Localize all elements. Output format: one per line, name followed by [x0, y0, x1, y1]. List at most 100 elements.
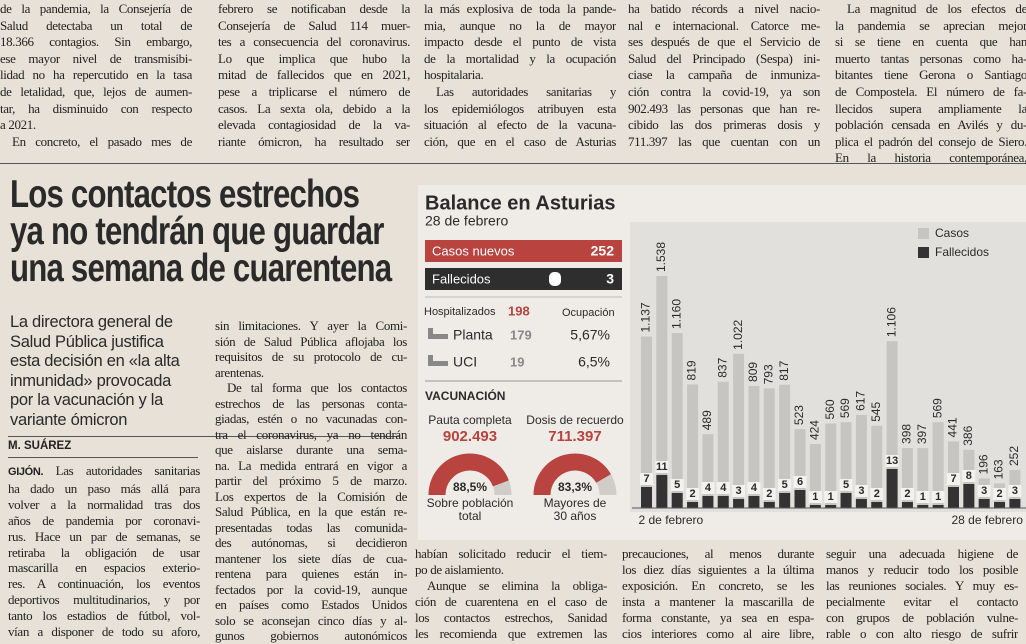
gauge-fill — [533, 453, 611, 496]
text-column: habían solicitado reducir el tiem-po de … — [415, 546, 607, 642]
bar-label: 6 — [797, 476, 803, 488]
gauge-caption: 30 años — [554, 509, 597, 523]
cases-label: Casos nuevos — [432, 243, 515, 258]
text-line: nal e internacional. Catorce me- — [628, 17, 820, 33]
text-line: pese a triplicarse el número de — [218, 83, 410, 99]
text-line: retiraba la obligación de usar — [8, 544, 200, 560]
bar-label: 2 — [874, 488, 880, 500]
bar-label: 819 — [685, 360, 699, 380]
dateline: GIJÓN. — [8, 466, 44, 478]
bar-label: 2 — [689, 488, 695, 500]
text-line: 902.493 las personas que han re- — [628, 100, 820, 116]
bar-label: 1.160 — [669, 299, 683, 329]
vaccination-title: VACUNACIÓN — [425, 388, 505, 403]
bar-label: 489 — [700, 410, 714, 430]
bar-label: 163 — [992, 459, 1006, 479]
bar-label: 569 — [838, 398, 852, 418]
text-column: GIJÓN. Las autoridades sanitarias ha dado… — [8, 463, 200, 640]
bar-label: 8 — [966, 470, 972, 482]
text-line: requisitos de su protocolo de cu- — [215, 349, 407, 364]
vaccine-value: 711.397 — [548, 428, 601, 445]
text-line: ción, que en el caso de Asturias — [424, 133, 616, 149]
byline-rule — [8, 457, 198, 458]
text-line: Lo que implica que hubo la — [218, 50, 410, 66]
headline: Los contactos estrechos ya no tendrán que… — [10, 175, 392, 288]
bar-label: 7 — [950, 473, 956, 485]
bar — [901, 447, 913, 508]
vaccine-label: Dosis de recuerdo — [526, 413, 624, 427]
text-line: los epidemiólogos atribuyen esta — [424, 100, 616, 116]
text-line: rus. Hace un par de semanas, se — [8, 528, 200, 544]
bar — [763, 502, 775, 508]
text-line: De tal forma que los contactos — [227, 380, 407, 395]
bar — [886, 469, 898, 508]
bar-label: 4 — [751, 482, 758, 494]
deaths-icon — [549, 272, 561, 286]
text-column: la más explosiva de toda la pande-mia, a… — [424, 1, 616, 150]
bar — [901, 502, 913, 508]
label-background — [900, 488, 914, 500]
label-background — [962, 470, 976, 482]
text-line: 711.397 las que cuentan con un — [628, 133, 820, 149]
ward-label: Planta — [453, 327, 493, 343]
text-line: manos y reducir todo los posible — [826, 562, 1018, 577]
label-background — [916, 491, 930, 503]
text-line: po de aislamiento. — [415, 562, 504, 577]
bar-label: 1.137 — [639, 302, 653, 332]
text-line: lidad no ha repercutido en la tasa — [0, 67, 192, 83]
text-line: de Compostela. El número de fa- — [835, 83, 1026, 99]
gauge-caption: Mayores de — [544, 496, 607, 510]
bar — [671, 493, 683, 508]
bar-label: 11 — [656, 461, 668, 473]
label-background — [977, 485, 991, 497]
label-background — [793, 476, 807, 488]
text-line: los diez días siguientes a la última — [622, 562, 814, 577]
bar-label: 3 — [736, 485, 742, 497]
bed-icon — [428, 361, 448, 366]
text-line: llecidos supera ampliamente la — [835, 100, 1026, 116]
text-line: des autónomas, si decidieron — [215, 535, 407, 550]
text-line: si se tiene en cuenta que han — [835, 34, 1026, 50]
text-line: rable o con alto riesgo de sufrir — [826, 626, 1018, 641]
text-line: mitad de fallecidos que en 2021, — [218, 67, 410, 83]
label-background — [686, 488, 700, 500]
bar-label: 3 — [858, 485, 864, 497]
text-line: partir del próximo 5 de marzo. — [215, 473, 407, 488]
text-line: res. A continuación, los eventos — [8, 576, 200, 592]
bar — [641, 336, 652, 508]
text-line: con grupos de población vulne- — [826, 610, 1018, 625]
label-background — [778, 479, 792, 491]
bar — [733, 499, 745, 508]
label-background — [1008, 485, 1022, 497]
ward-value: 179 — [510, 327, 532, 342]
infographic-title: Balance en Asturias — [425, 192, 615, 214]
bar — [994, 502, 1006, 508]
text-line: de la mortalidad y la ocupación — [424, 50, 616, 66]
gauge-label: 83,3% — [558, 480, 592, 494]
standfirst-line: por la vacunación y la — [10, 391, 163, 409]
standfirst: La directora general de Salud Pública jus… — [10, 313, 205, 430]
text-column: seguir una adecuada higiene de manos y re… — [826, 546, 1018, 642]
bar-label: 545 — [869, 401, 883, 421]
gauge-caption: Sobre población — [427, 496, 514, 510]
vaccine-value: 902.493 — [443, 428, 497, 445]
ward-occupancy: 5,67% — [570, 327, 610, 343]
text-line: arentenas. — [215, 364, 264, 380]
text-line: En la historia contemporánea, — [835, 150, 1026, 166]
bar-label: 424 — [808, 420, 822, 440]
text-line: riante ómicron, ha resultado ser — [218, 133, 410, 149]
text-line: ses después de que el Servicio de — [628, 34, 820, 50]
bar — [656, 276, 668, 508]
standfirst-line: esta decisión en «la alta — [10, 352, 180, 370]
bar — [794, 429, 806, 508]
bar-label: 397 — [915, 424, 929, 444]
text-line: insta a mantener la mascarilla de — [622, 594, 814, 609]
legend-swatch — [918, 247, 929, 258]
text-line: pecialmente evitar el contacto — [826, 594, 1018, 609]
text-line: En concreto, el pasado mes de — [12, 133, 192, 149]
label-background — [701, 482, 715, 494]
text-line: ciase la campaña de inmuniza- — [628, 67, 820, 83]
gauge-label: 88,5% — [453, 480, 487, 494]
text-line: fectados por la covid-19, aunque — [215, 581, 407, 597]
text-line: los contactos estrechos, Sanidad — [415, 610, 607, 625]
